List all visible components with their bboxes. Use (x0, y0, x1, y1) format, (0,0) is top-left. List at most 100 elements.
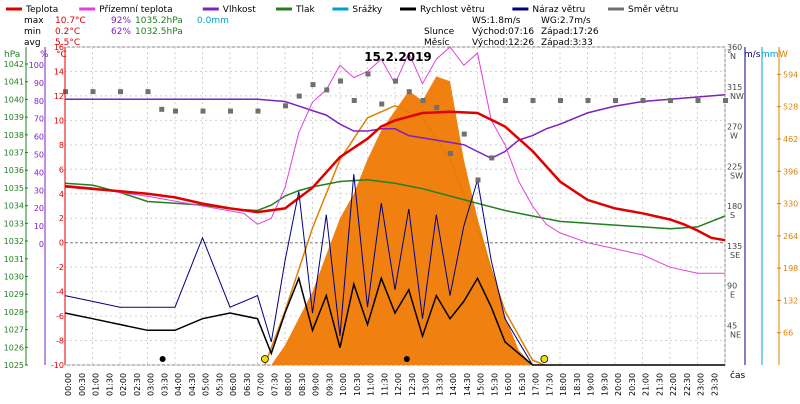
wind-direction-point (255, 108, 261, 114)
x-tick-label: 19:30 (600, 373, 609, 396)
x-tick-label: 11:00 (367, 373, 376, 396)
sun-label: Slunce (424, 27, 455, 37)
w-tick-label: 396 (783, 167, 798, 176)
x-tick-label: 06:00 (229, 373, 238, 396)
dir-tick-label: 90 (727, 282, 737, 291)
w-tick-label: 462 (783, 135, 798, 144)
hpa-tick-label: 1037 (4, 149, 24, 158)
wind-direction-point (434, 105, 440, 111)
w-tick-label: 330 (783, 200, 798, 209)
pressure-line (64, 178, 726, 230)
moon-label: Měsíc (424, 38, 449, 48)
wind-direction-point (296, 93, 302, 99)
c-tick-label: -6 (56, 312, 64, 321)
legend-label: Přízemní teplota (99, 5, 172, 15)
wind-direction-point (448, 151, 453, 156)
x-tick-label: 15:00 (477, 373, 486, 396)
sun-marker (540, 355, 549, 363)
c-tick-label: -2 (56, 263, 64, 272)
dir-tick-name: SW (730, 171, 743, 180)
hpa-tick-label: 1031 (4, 255, 24, 264)
c-tick-label: 6 (59, 165, 64, 174)
wind-direction-point (283, 103, 288, 109)
hpa-tick-label: 1026 (4, 343, 24, 352)
dir-tick-label: 225 (727, 162, 742, 171)
wind-direction-point (420, 98, 426, 103)
c-tick-label: 10 (54, 116, 64, 125)
wind-direction-point (489, 155, 495, 161)
wind-speed-line (64, 275, 725, 366)
chart-title: 15.2.2019 (364, 50, 432, 64)
x-tick-label: 21:30 (655, 373, 664, 396)
x-tick-label: 05:00 (202, 373, 211, 396)
wind-direction-point (338, 78, 343, 84)
ground-temperature-line (64, 46, 725, 274)
wind-direction-point (145, 89, 151, 95)
x-tick-label: 16:30 (518, 373, 527, 396)
x-tick-label: 08:00 (284, 373, 293, 396)
hpa-tick-label: 1041 (4, 78, 24, 87)
x-unit: čas (730, 370, 745, 381)
c-tick-label: 16 (54, 43, 64, 52)
pct-unit: % (40, 50, 49, 60)
moonrise: Východ:12:26 (472, 38, 534, 48)
hpa-tick-label: 1035 (4, 184, 24, 193)
dir-tick-name: W (730, 132, 738, 141)
c-tick-label: -10 (51, 361, 64, 370)
dir-tick-name: S (730, 211, 735, 220)
wind-direction-point (668, 98, 673, 103)
wind-direction-point (461, 131, 467, 137)
max-press: 1035.2hPa (135, 16, 183, 26)
x-tick-label: 18:30 (573, 373, 582, 396)
x-tick-label: 23:00 (697, 373, 706, 396)
wind-direction-point (228, 108, 233, 114)
solar-radiation-area (271, 76, 533, 366)
x-tick-label: 07:00 (257, 373, 266, 396)
w-tick-label: 528 (783, 103, 798, 112)
wind-direction-point (310, 82, 316, 88)
w-unit: W (779, 50, 788, 60)
mm-unit: mm (761, 50, 779, 60)
pct-tick-label: 60 (34, 133, 44, 142)
x-tick-label: 11:30 (380, 373, 389, 396)
ms-unit: m/s (744, 50, 761, 60)
wind-direction-point (159, 106, 165, 112)
x-tick-label: 15:30 (490, 373, 499, 396)
pct-tick-label: 100 (29, 61, 44, 70)
c-tick-label: 4 (59, 190, 64, 199)
pct-tick-label: 30 (34, 186, 44, 195)
x-tick-label: 06:30 (243, 373, 252, 396)
legend-label: Vlhkost (223, 5, 256, 15)
wind-direction-point (324, 87, 330, 93)
wind-direction-point (585, 98, 591, 103)
wind-direction-point (393, 78, 398, 84)
dir-tick-label: 45 (727, 321, 737, 330)
min-hum: 62% (111, 27, 131, 37)
c-tick-label: -4 (56, 288, 64, 297)
avg-label: avg (24, 38, 41, 48)
legend-label: Směr větru (628, 5, 678, 15)
wind-direction-point (503, 98, 508, 103)
pct-tick-label: 10 (34, 222, 44, 231)
hpa-tick-label: 1034 (4, 202, 24, 211)
pct-tick-label: 0 (39, 240, 44, 249)
wind-direction-point (406, 89, 412, 95)
stats: max 10.7°C 92% 1035.2hPa 0.0mm min 0.2°C… (24, 16, 229, 48)
pct-tick-label: 20 (34, 204, 44, 213)
x-tick-label: 14:00 (449, 373, 458, 396)
moon-marker (403, 356, 410, 362)
wind-direction-point (723, 98, 728, 103)
w-tick-label: 264 (783, 232, 798, 241)
wind-direction-point (558, 98, 563, 103)
c-tick-label: 14 (54, 67, 64, 76)
x-tick-label: 20:30 (628, 373, 637, 396)
hpa-tick-label: 1029 (4, 290, 24, 299)
solar-theoretical-line (264, 104, 545, 366)
x-tick-label: 16:00 (504, 373, 513, 396)
solar-series (264, 76, 545, 366)
x-tick-label: 23:30 (710, 373, 719, 396)
wind-direction-point (695, 98, 701, 103)
wind-direction-point (475, 177, 481, 183)
x-tick-label: 13:00 (422, 373, 431, 396)
